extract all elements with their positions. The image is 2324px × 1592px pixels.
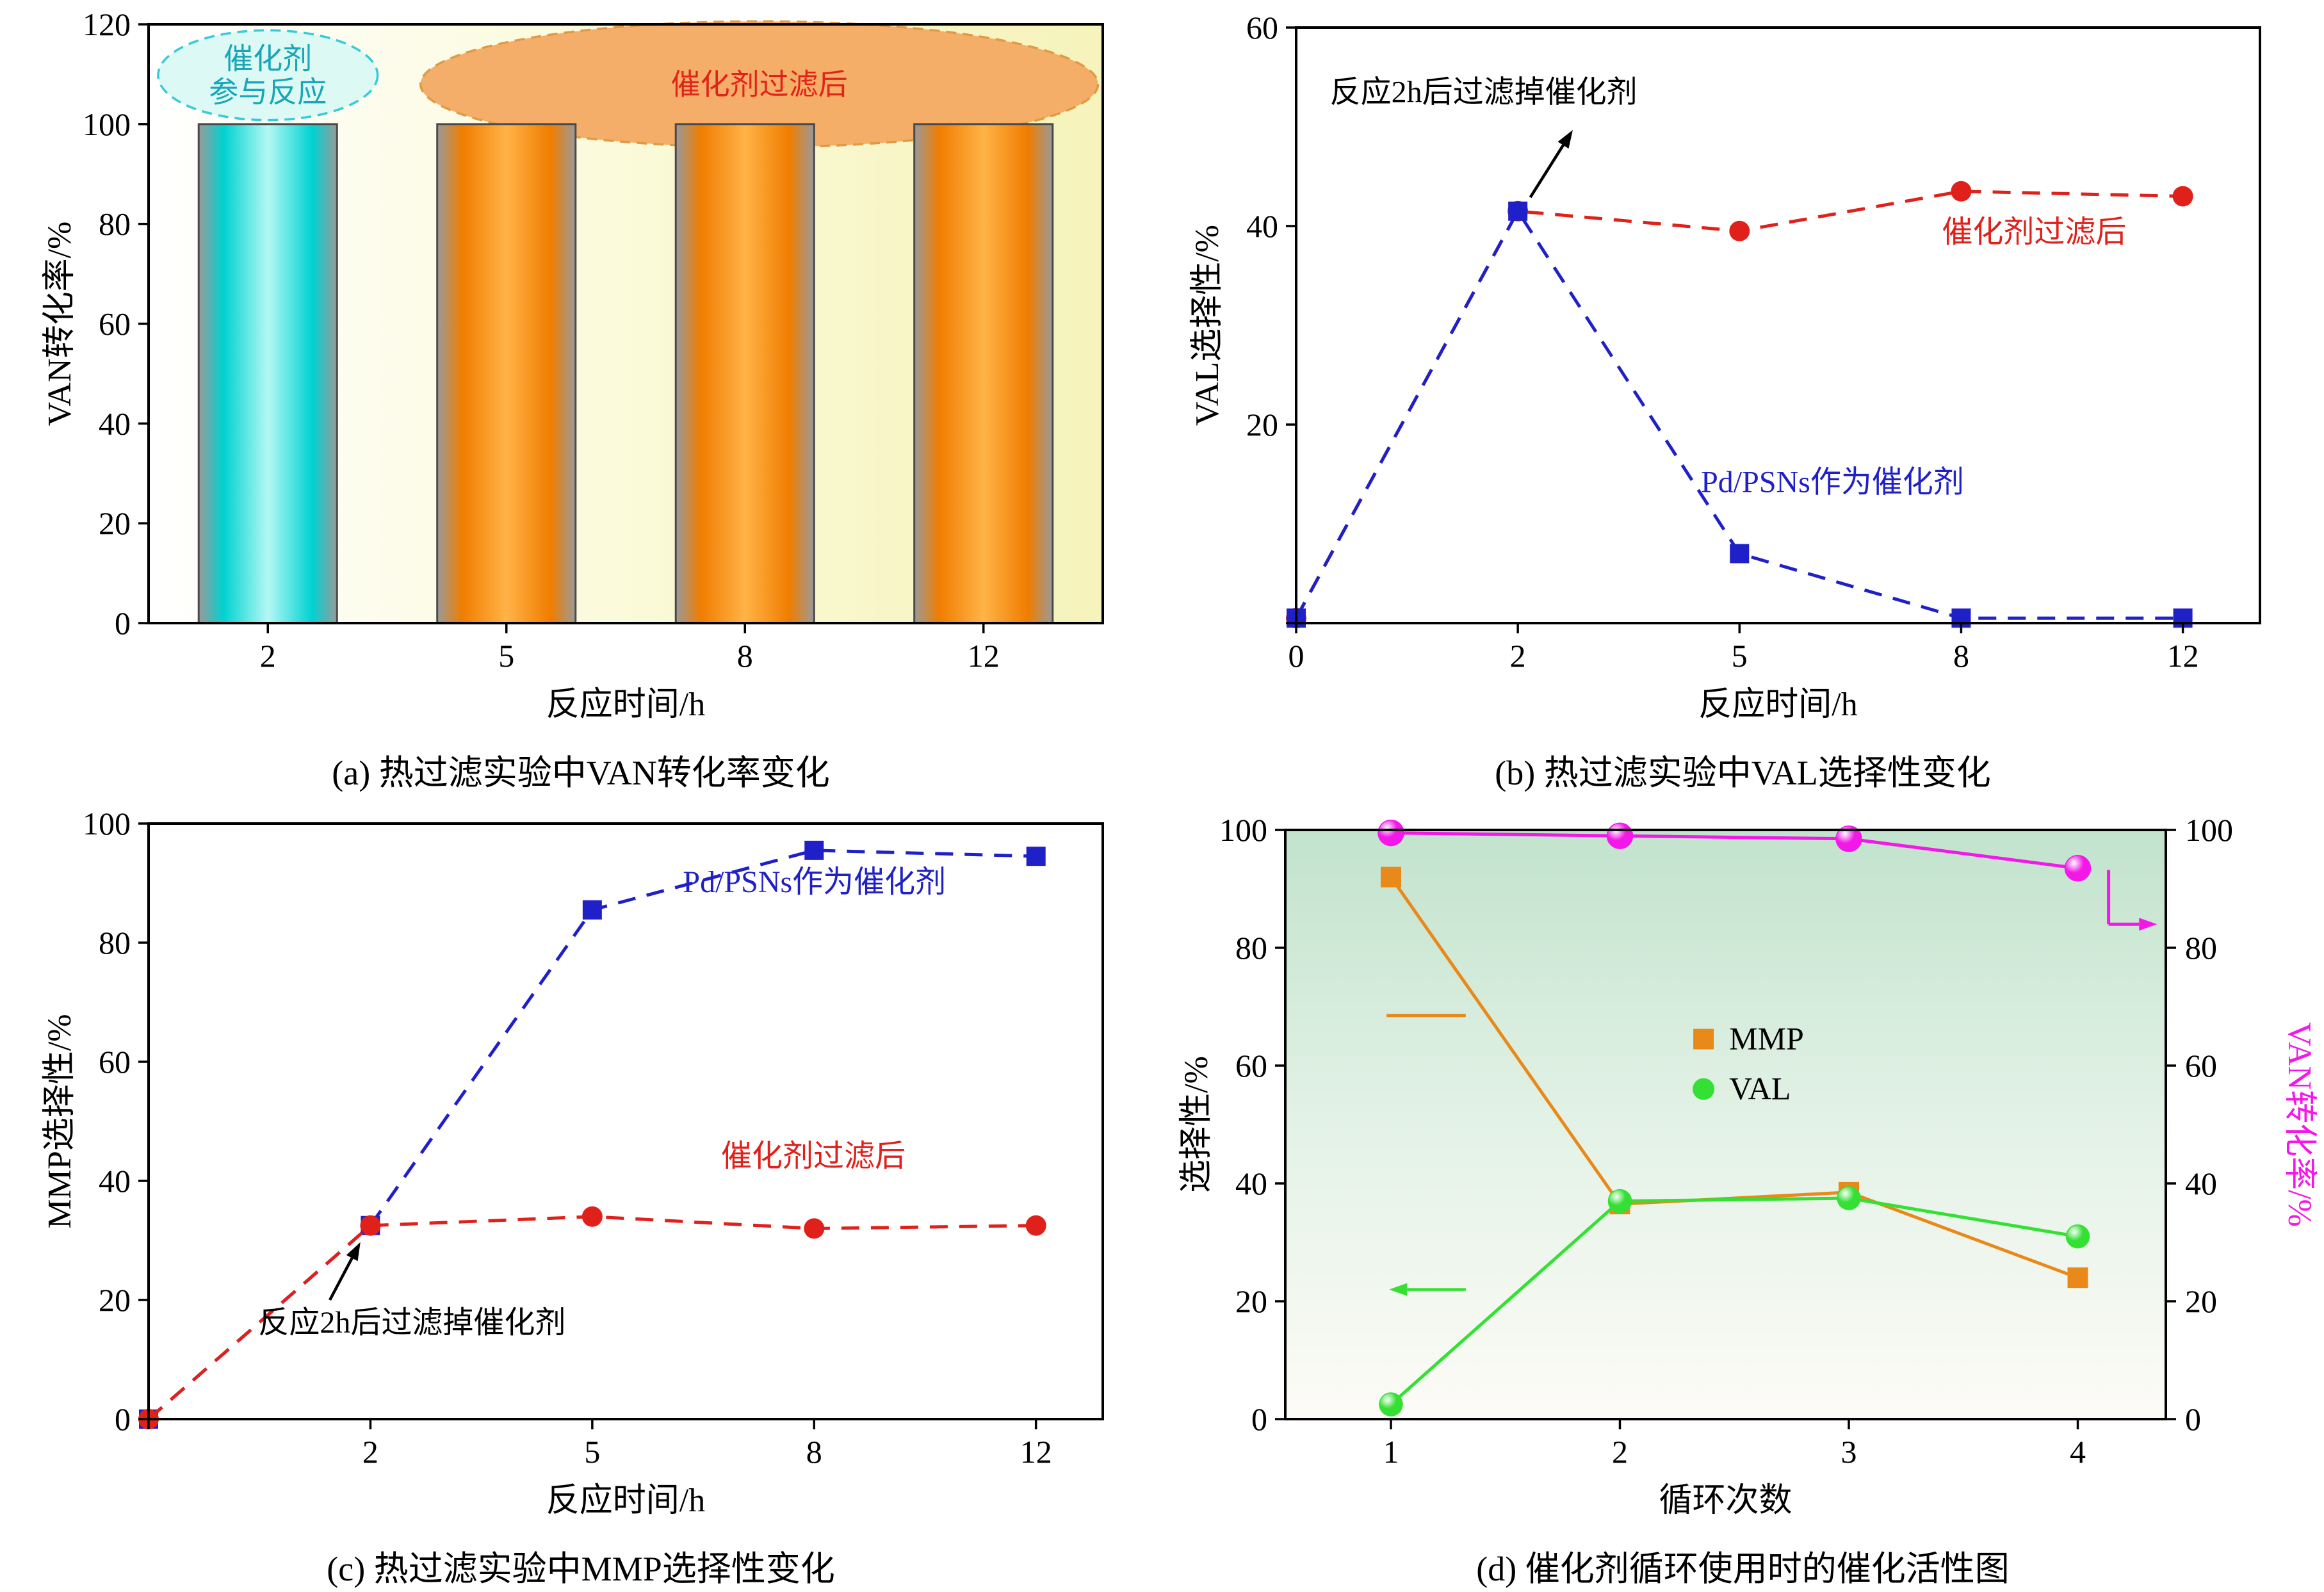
svg-text:4: 4 xyxy=(2070,1434,2086,1470)
svg-text:催化剂参与反应: 催化剂参与反应 xyxy=(209,42,327,108)
svg-text:5: 5 xyxy=(498,638,514,674)
svg-text:催化剂过滤后: 催化剂过滤后 xyxy=(671,69,848,101)
svg-text:80: 80 xyxy=(2185,930,2217,966)
svg-text:循环次数: 循环次数 xyxy=(1659,1482,1792,1519)
svg-text:2: 2 xyxy=(1612,1434,1628,1470)
svg-text:反应2h后过滤掉催化剂: 反应2h后过滤掉催化剂 xyxy=(1330,75,1637,109)
svg-text:80: 80 xyxy=(99,925,131,961)
svg-text:VAN转化率/%: VAN转化率/% xyxy=(42,222,78,426)
svg-text:VAL: VAL xyxy=(1729,1071,1791,1107)
svg-text:60: 60 xyxy=(1235,1048,1267,1084)
svg-text:5: 5 xyxy=(584,1434,600,1470)
svg-text:0: 0 xyxy=(1288,638,1304,674)
svg-text:2: 2 xyxy=(362,1434,378,1470)
caption-a: (a) 热过滤实验中VAN转化率变化 xyxy=(332,754,830,792)
svg-text:5: 5 xyxy=(1732,638,1748,674)
svg-text:8: 8 xyxy=(1953,638,1969,674)
svg-text:反应时间/h: 反应时间/h xyxy=(546,1482,705,1519)
panel-c: Pd/PSNs作为催化剂 催化剂过滤后反应2h后过滤掉催化剂 0 20 40 60 80 10… xyxy=(0,796,1162,1592)
svg-text:VAL选择性/%: VAL选择性/% xyxy=(1189,225,1226,426)
svg-text:0: 0 xyxy=(2185,1401,2201,1437)
caption-c: (c) 热过滤实验中MMP选择性变化 xyxy=(327,1550,835,1588)
svg-text:40: 40 xyxy=(99,405,131,441)
svg-text:2: 2 xyxy=(260,638,276,674)
svg-text:8: 8 xyxy=(737,638,753,674)
svg-text:20: 20 xyxy=(1235,1283,1267,1319)
svg-text:8: 8 xyxy=(806,1434,822,1470)
svg-text:MMP选择性/%: MMP选择性/% xyxy=(42,1014,78,1228)
svg-text:20: 20 xyxy=(99,505,131,541)
svg-text:0: 0 xyxy=(115,605,131,641)
svg-text:反应时间/h: 反应时间/h xyxy=(1698,686,1857,723)
svg-text:20: 20 xyxy=(1246,407,1278,443)
svg-text:3: 3 xyxy=(1841,1434,1857,1470)
svg-text:12: 12 xyxy=(2167,638,2199,674)
svg-text:反应2h后过滤掉催化剂: 反应2h后过滤掉催化剂 xyxy=(258,1306,565,1340)
svg-text:MMP: MMP xyxy=(1729,1021,1804,1057)
svg-text:100: 100 xyxy=(83,806,131,841)
svg-text:12: 12 xyxy=(1020,1434,1052,1470)
svg-text:20: 20 xyxy=(2185,1283,2217,1319)
svg-text:VAN转化率/%: VAN转化率/% xyxy=(2281,1022,2318,1227)
svg-text:反应时间/h: 反应时间/h xyxy=(546,686,705,723)
svg-text:60: 60 xyxy=(99,306,131,342)
panel-d: MMP VAL 0 0 20 20 40 40 60 60 80 80 100 100 1 2 3 4 循环次数 选择… xyxy=(1162,796,2324,1592)
svg-text:Pd/PSNs作为催化剂: Pd/PSNs作为催化剂 xyxy=(683,865,946,899)
panel-b: 催化剂过滤后 Pd/PSNs作为催化剂 反应2h后过滤掉催化剂 20 40 60 0 2 5 8 1… xyxy=(1162,0,2324,796)
svg-text:2: 2 xyxy=(1510,638,1526,674)
svg-text:0: 0 xyxy=(115,1401,131,1437)
svg-text:Pd/PSNs作为催化剂: Pd/PSNs作为催化剂 xyxy=(1701,465,1964,499)
svg-text:选择性/%: 选择性/% xyxy=(1178,1056,1215,1193)
caption-b: (b) 热过滤实验中VAL选择性变化 xyxy=(1495,754,1991,792)
caption-d: (d) 催化剂循环使用时的催化活性图 xyxy=(1476,1550,2010,1588)
svg-text:1: 1 xyxy=(1383,1434,1399,1470)
svg-text:100: 100 xyxy=(83,106,131,142)
svg-text:60: 60 xyxy=(99,1044,131,1080)
svg-text:60: 60 xyxy=(2185,1048,2217,1084)
svg-text:100: 100 xyxy=(1219,812,1267,848)
svg-text:60: 60 xyxy=(1246,10,1278,45)
svg-text:100: 100 xyxy=(2185,812,2233,848)
svg-text:催化剂过滤后: 催化剂过滤后 xyxy=(1942,215,2126,249)
chart-a-van-conversion-bar: 催化剂参与反应 催化剂过滤后 0 20 40 60 80 100 120 2 5 8 12 反应时间/h V… xyxy=(42,6,1104,723)
svg-text:40: 40 xyxy=(1235,1166,1267,1201)
chart-b-val-selectivity-line: 催化剂过滤后 Pd/PSNs作为催化剂 反应2h后过滤掉催化剂 20 40 60 0 2 5 8 1… xyxy=(1189,10,2261,723)
svg-text:催化剂过滤后: 催化剂过滤后 xyxy=(721,1139,906,1173)
svg-text:80: 80 xyxy=(99,206,131,242)
svg-text:12: 12 xyxy=(968,638,1000,674)
svg-text:20: 20 xyxy=(99,1282,131,1318)
svg-text:40: 40 xyxy=(99,1163,131,1199)
chart-d-recycling-activity-line: MMP VAL 0 0 20 20 40 40 60 60 80 80 100 100 1 2 3 4 循环次数 选择… xyxy=(1178,812,2318,1519)
panel-a: 催化剂参与反应 催化剂过滤后 0 20 40 60 80 100 120 2 5 8 12 反应时间/h V… xyxy=(0,0,1162,796)
svg-text:40: 40 xyxy=(1246,208,1278,244)
svg-text:120: 120 xyxy=(83,6,131,42)
svg-text:40: 40 xyxy=(2185,1166,2217,1201)
svg-text:0: 0 xyxy=(1251,1401,1267,1437)
svg-text:80: 80 xyxy=(1235,930,1267,966)
